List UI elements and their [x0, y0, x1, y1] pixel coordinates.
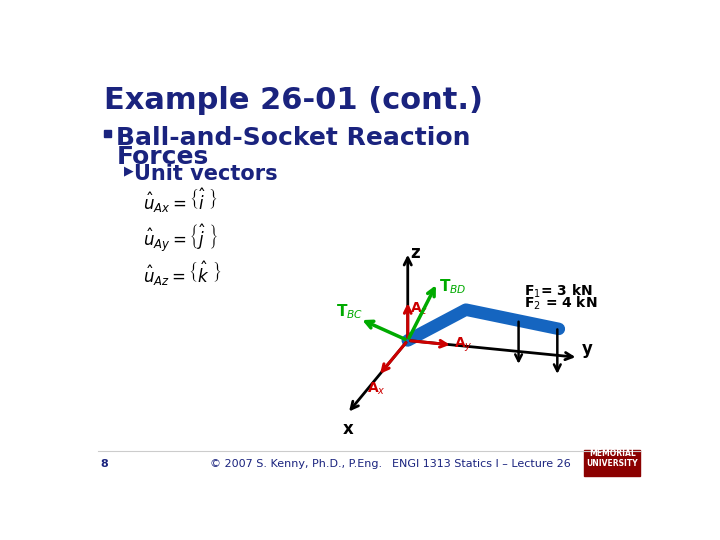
Text: $\hat{u}_{Az} = \left\{\hat{k}\ \right\}$: $\hat{u}_{Az} = \left\{\hat{k}\ \right\}… [143, 259, 222, 287]
Text: T$_{BC}$: T$_{BC}$ [336, 302, 364, 321]
Text: Example 26-01 (cont.): Example 26-01 (cont.) [104, 86, 483, 116]
Text: Ball-and-Socket Reaction: Ball-and-Socket Reaction [117, 126, 471, 151]
Text: Forces: Forces [117, 145, 209, 169]
Text: A$_x$: A$_x$ [367, 381, 386, 397]
Text: z: z [410, 244, 420, 262]
Text: ▶: ▶ [124, 165, 134, 178]
Text: A$_z$: A$_z$ [410, 300, 428, 317]
Text: 8: 8 [101, 460, 109, 469]
Text: $\hat{u}_{Ax} = \left\{\hat{i}\ \right\}$: $\hat{u}_{Ax} = \left\{\hat{i}\ \right\}… [143, 186, 217, 214]
Text: © 2007 S. Kenny, Ph.D., P.Eng.: © 2007 S. Kenny, Ph.D., P.Eng. [210, 460, 382, 469]
Text: Unit vectors: Unit vectors [134, 164, 278, 184]
Text: x: x [343, 420, 354, 438]
Text: MEMORIAL
UNIVERSITY: MEMORIAL UNIVERSITY [587, 449, 638, 468]
Bar [104, 130, 111, 137]
Text: F$_1$= 3 kN: F$_1$= 3 kN [524, 283, 593, 300]
Text: y: y [581, 340, 593, 357]
Text: T$_{BD}$: T$_{BD}$ [438, 278, 467, 296]
Text: ENGI 1313 Statics I – Lecture 26: ENGI 1313 Statics I – Lecture 26 [392, 460, 571, 469]
Text: F$_2$ = 4 kN: F$_2$ = 4 kN [524, 294, 598, 312]
Bar [585, 450, 640, 476]
Text: $\hat{u}_{Ay} = \left\{\hat{j}\ \right\}$: $\hat{u}_{Ay} = \left\{\hat{j}\ \right\}… [143, 222, 218, 254]
Text: A$_y$: A$_y$ [454, 335, 473, 354]
